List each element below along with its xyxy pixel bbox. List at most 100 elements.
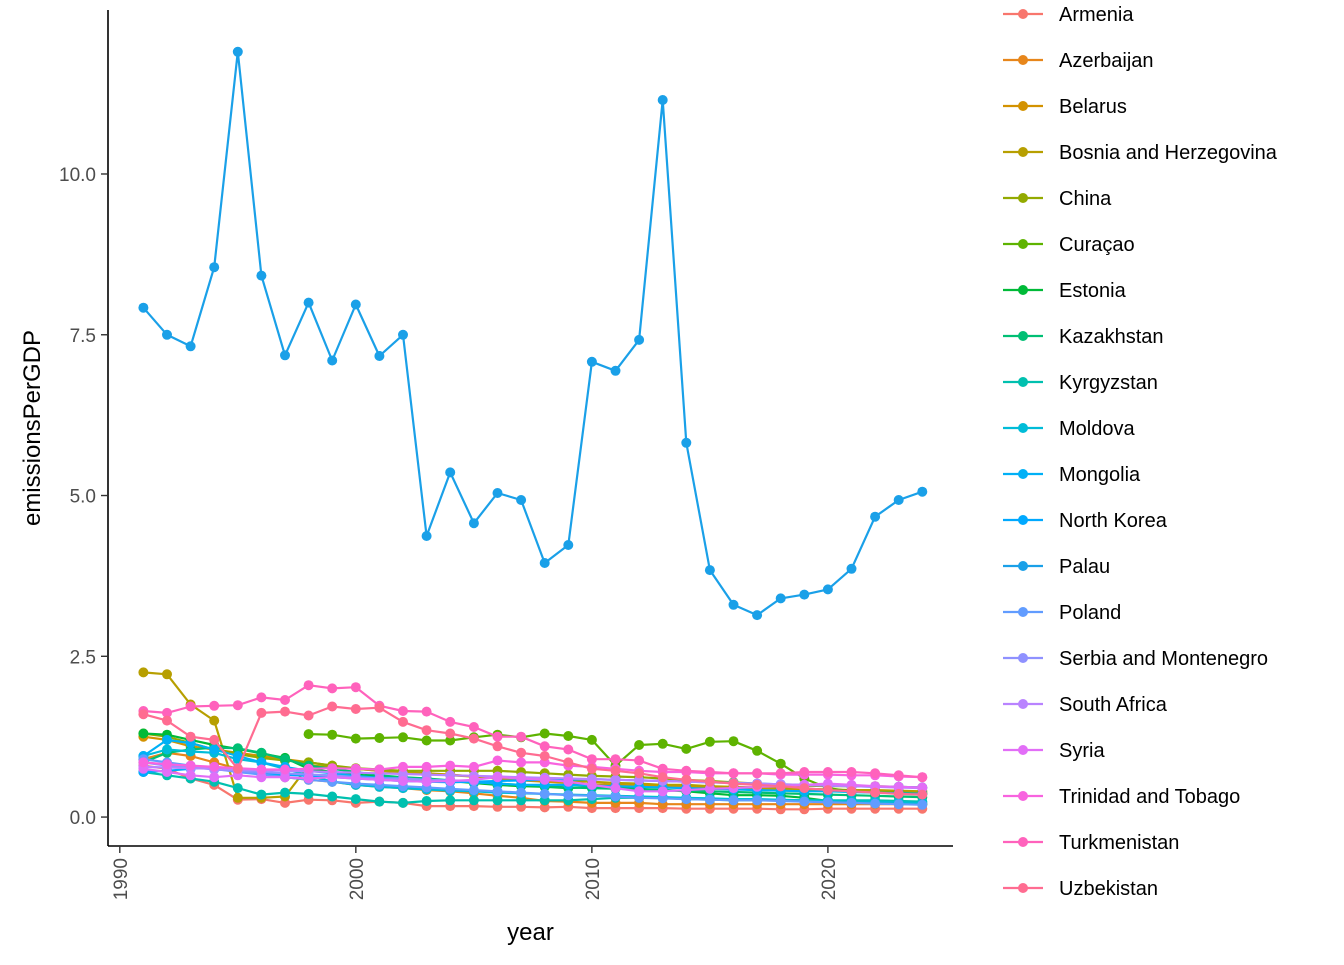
data-point (350, 733, 361, 744)
data-point (563, 790, 574, 801)
data-point (468, 785, 479, 796)
data-point (870, 511, 881, 522)
data-point (374, 351, 385, 361)
data-point (563, 757, 574, 768)
series-line (142, 50, 923, 617)
data-point (162, 329, 172, 340)
legend-label: Trinidad and Tobago (1059, 786, 1240, 808)
data-point (704, 776, 715, 787)
data-point (280, 787, 290, 798)
data-point (445, 728, 456, 739)
legend-key-point (1018, 423, 1028, 433)
data-point (492, 741, 503, 752)
data-point (610, 774, 621, 785)
data-point (256, 747, 267, 758)
data-point (350, 704, 361, 714)
legend-label: Serbia and Montenegro (1059, 648, 1268, 670)
data-point (610, 783, 621, 794)
data-point (704, 736, 715, 747)
data-point (539, 774, 550, 785)
data-point (917, 799, 928, 810)
legend-label: Curaçao (1059, 234, 1135, 256)
data-point (799, 796, 810, 807)
data-point (539, 751, 550, 761)
legend-item-curacao: Curaçao (1003, 234, 1135, 256)
series-line (143, 767, 923, 793)
series-line (142, 738, 923, 795)
x-tick-label: 2010 (583, 858, 604, 900)
data-point (256, 764, 267, 775)
data-point (421, 796, 432, 806)
legend-label: South Africa (1059, 694, 1168, 716)
data-point (917, 772, 928, 783)
legend-key-point (1018, 55, 1028, 65)
data-point (799, 783, 810, 794)
data-point (775, 796, 786, 806)
data-point (350, 299, 361, 310)
data-point (634, 786, 645, 797)
data-point (775, 758, 786, 769)
data-point (138, 728, 149, 739)
data-point (421, 735, 432, 746)
data-point (492, 772, 503, 783)
data-point (704, 565, 715, 576)
legend-item-trinidad-and-tobago: Trinidad and Tobago (1003, 786, 1240, 808)
data-point (657, 738, 668, 749)
data-point (421, 776, 432, 787)
data-point (256, 757, 267, 768)
legend-label: Kazakhstan (1059, 326, 1164, 348)
data-point (350, 682, 361, 693)
data-point (327, 763, 338, 774)
data-point (681, 765, 692, 776)
data-point (374, 764, 385, 775)
data-point (327, 791, 338, 802)
legend-item-kazakhstan: Kazakhstan (1003, 326, 1164, 348)
legend-item-kyrgyzstan: Kyrgyzstan (1003, 372, 1158, 394)
data-point (870, 798, 881, 809)
legend-key-point (1018, 745, 1028, 755)
data-point (516, 787, 527, 798)
legend: Armenia Azerbaijan Belarus Bosnia and Herze… (1003, 4, 1278, 900)
legend-label: North Korea (1059, 510, 1168, 532)
data-point (752, 779, 763, 790)
legend-label: Poland (1059, 602, 1121, 624)
data-point (138, 757, 149, 768)
data-point (799, 767, 810, 777)
data-point (586, 763, 597, 774)
legend-label: Armenia (1059, 4, 1134, 26)
data-point (752, 745, 763, 756)
legend-label: China (1059, 188, 1112, 210)
data-point (516, 773, 527, 784)
data-point (303, 788, 314, 799)
data-point (657, 772, 668, 783)
data-point (610, 765, 621, 776)
data-point (280, 350, 290, 361)
data-point (728, 795, 739, 806)
series-line (143, 759, 923, 779)
data-point (563, 731, 574, 741)
legend-key-point (1018, 561, 1028, 571)
data-point (303, 297, 314, 308)
data-point (704, 767, 715, 777)
data-point (893, 770, 904, 781)
legend-label: Mongolia (1059, 464, 1141, 486)
data-point (657, 763, 668, 774)
data-point (681, 437, 692, 448)
data-point (232, 783, 243, 794)
x-axis-title: year (507, 919, 554, 946)
data-point (280, 754, 290, 765)
data-point (468, 518, 479, 529)
y-tick-label: 10.0 (59, 165, 96, 186)
data-point (917, 782, 928, 793)
data-point (775, 593, 786, 604)
plot-area (138, 46, 928, 815)
data-point (704, 783, 715, 794)
legend-label: Syria (1059, 740, 1105, 762)
legend-item-south-africa: South Africa (1003, 694, 1168, 716)
data-point (728, 599, 739, 610)
data-point (586, 356, 597, 367)
data-point (893, 799, 904, 810)
legend-item-belarus: Belarus (1003, 96, 1127, 118)
data-point (398, 769, 408, 779)
data-point (563, 744, 574, 755)
